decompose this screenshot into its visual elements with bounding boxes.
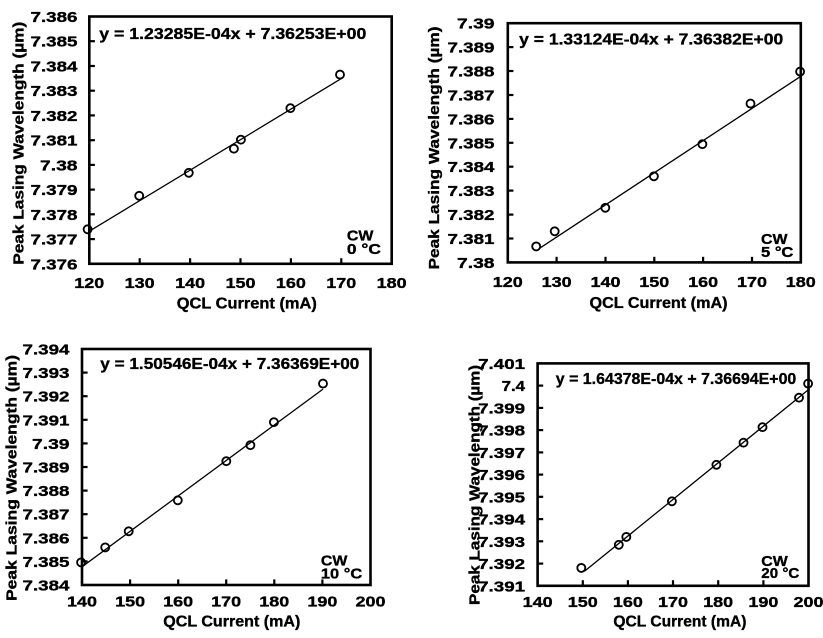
svg-text:7.393: 7.393 bbox=[478, 534, 525, 551]
svg-text:7.385: 7.385 bbox=[31, 34, 78, 51]
svg-text:7.381: 7.381 bbox=[31, 133, 78, 150]
svg-text:QCL Current (mA): QCL Current (mA) bbox=[590, 295, 728, 312]
svg-text:160: 160 bbox=[688, 274, 718, 291]
svg-text:7.394: 7.394 bbox=[23, 342, 71, 359]
svg-text:190: 190 bbox=[748, 594, 778, 611]
svg-text:7.381: 7.381 bbox=[448, 231, 495, 248]
svg-text:180: 180 bbox=[786, 274, 816, 291]
svg-text:Peak Lasing Wavelength (µm): Peak Lasing Wavelength (µm) bbox=[11, 22, 28, 265]
svg-text:QCL Current (mA): QCL Current (mA) bbox=[163, 614, 300, 631]
svg-text:7.386: 7.386 bbox=[31, 9, 78, 26]
svg-text:120: 120 bbox=[493, 274, 523, 291]
svg-text:7.401: 7.401 bbox=[478, 356, 525, 373]
svg-text:130: 130 bbox=[125, 275, 155, 292]
svg-text:7.394: 7.394 bbox=[478, 512, 526, 529]
svg-text:200: 200 bbox=[356, 594, 386, 611]
svg-text:130: 130 bbox=[542, 274, 572, 291]
svg-text:7.38: 7.38 bbox=[40, 157, 78, 174]
svg-text:180: 180 bbox=[377, 275, 407, 292]
svg-text:160: 160 bbox=[276, 275, 306, 292]
svg-text:7.397: 7.397 bbox=[478, 445, 525, 462]
svg-text:140: 140 bbox=[523, 594, 553, 611]
svg-text:7.392: 7.392 bbox=[23, 389, 70, 406]
svg-text:7.377: 7.377 bbox=[31, 232, 78, 249]
svg-text:7.4: 7.4 bbox=[502, 378, 526, 395]
svg-text:170: 170 bbox=[658, 594, 688, 611]
svg-text:7.386: 7.386 bbox=[23, 530, 70, 547]
svg-text:7.389: 7.389 bbox=[448, 40, 495, 57]
svg-text:200: 200 bbox=[794, 594, 823, 611]
svg-text:7.398: 7.398 bbox=[478, 423, 525, 440]
svg-text:140: 140 bbox=[591, 274, 621, 291]
svg-text:160: 160 bbox=[163, 594, 193, 611]
svg-text:7.39: 7.39 bbox=[32, 436, 70, 453]
svg-text:190: 190 bbox=[307, 594, 337, 611]
svg-text:7.387: 7.387 bbox=[23, 507, 70, 524]
svg-text:7.384: 7.384 bbox=[23, 578, 71, 595]
svg-text:7.395: 7.395 bbox=[478, 489, 525, 506]
svg-text:10 °C: 10 °C bbox=[321, 566, 362, 583]
svg-text:7.391: 7.391 bbox=[478, 578, 525, 595]
svg-text:7.379: 7.379 bbox=[31, 182, 78, 199]
svg-text:7.384: 7.384 bbox=[31, 58, 79, 75]
svg-text:QCL Current (mA): QCL Current (mA) bbox=[613, 613, 746, 630]
svg-text:QCL Current (mA): QCL Current (mA) bbox=[177, 295, 317, 312]
svg-text:Peak Lasing Wavelength (µm): Peak Lasing Wavelength (µm) bbox=[466, 365, 483, 605]
svg-text:7.388: 7.388 bbox=[23, 483, 70, 500]
svg-text:160: 160 bbox=[613, 594, 643, 611]
svg-text:7.382: 7.382 bbox=[448, 207, 495, 224]
svg-text:7.39: 7.39 bbox=[457, 16, 495, 33]
svg-text:7.385: 7.385 bbox=[448, 135, 495, 152]
svg-text:0 °C: 0 °C bbox=[347, 241, 381, 258]
svg-text:Peak Lasing Wavelength (µm): Peak Lasing Wavelength (µm) bbox=[426, 26, 443, 269]
svg-text:7.38: 7.38 bbox=[457, 255, 495, 272]
svg-text:180: 180 bbox=[259, 594, 289, 611]
svg-text:7.376: 7.376 bbox=[31, 256, 78, 273]
svg-text:7.399: 7.399 bbox=[478, 400, 525, 417]
svg-text:7.383: 7.383 bbox=[448, 183, 495, 200]
svg-text:y = 1.50546E-04x + 7.36369E+00: y = 1.50546E-04x + 7.36369E+00 bbox=[100, 356, 359, 373]
svg-text:170: 170 bbox=[737, 274, 767, 291]
svg-text:140: 140 bbox=[175, 275, 205, 292]
svg-text:150: 150 bbox=[115, 594, 145, 611]
svg-text:y = 1.33124E-04x + 7.36382E+00: y = 1.33124E-04x + 7.36382E+00 bbox=[519, 32, 783, 49]
svg-text:7.392: 7.392 bbox=[478, 556, 525, 573]
svg-text:5 °C: 5 °C bbox=[761, 244, 794, 261]
svg-text:7.389: 7.389 bbox=[23, 460, 70, 477]
svg-text:7.386: 7.386 bbox=[448, 111, 495, 128]
svg-text:170: 170 bbox=[326, 275, 356, 292]
svg-text:120: 120 bbox=[74, 275, 104, 292]
svg-text:7.391: 7.391 bbox=[23, 412, 70, 429]
svg-text:y = 1.23285E-04x + 7.36253E+00: y = 1.23285E-04x + 7.36253E+00 bbox=[99, 26, 366, 43]
svg-text:140: 140 bbox=[67, 594, 97, 611]
svg-text:7.388: 7.388 bbox=[448, 64, 495, 81]
svg-text:170: 170 bbox=[211, 594, 241, 611]
svg-text:7.383: 7.383 bbox=[31, 83, 78, 100]
svg-text:7.393: 7.393 bbox=[23, 365, 70, 382]
svg-text:150: 150 bbox=[226, 275, 256, 292]
svg-text:20 °C: 20 °C bbox=[761, 565, 799, 582]
svg-text:7.382: 7.382 bbox=[31, 108, 78, 125]
svg-text:180: 180 bbox=[703, 594, 733, 611]
svg-text:y = 1.64378E-04x + 7.36694E+00: y = 1.64378E-04x + 7.36694E+00 bbox=[556, 371, 797, 388]
svg-text:Peak Lasing Wavelength (µm): Peak Lasing Wavelength (µm) bbox=[3, 355, 20, 601]
svg-text:7.385: 7.385 bbox=[23, 554, 70, 571]
svg-text:150: 150 bbox=[639, 274, 669, 291]
svg-text:7.387: 7.387 bbox=[448, 87, 495, 104]
svg-text:7.384: 7.384 bbox=[448, 159, 496, 176]
svg-text:150: 150 bbox=[568, 594, 598, 611]
svg-text:7.378: 7.378 bbox=[31, 207, 78, 224]
svg-text:7.396: 7.396 bbox=[478, 467, 525, 484]
